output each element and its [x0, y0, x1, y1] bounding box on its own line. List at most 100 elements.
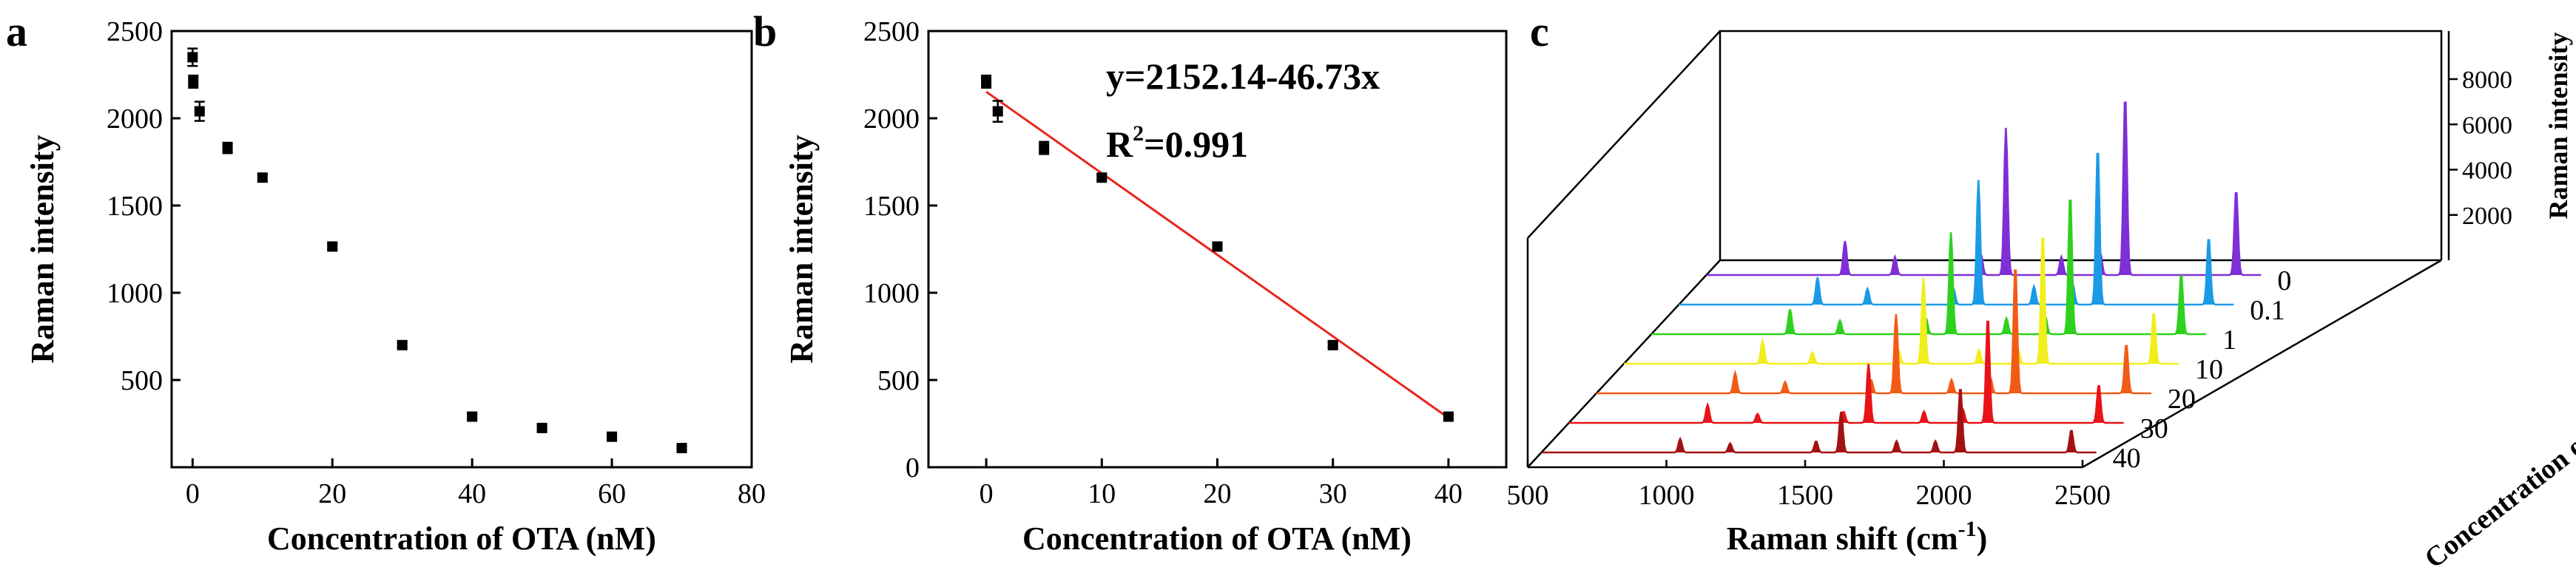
panel-c-xlabel: Raman shift (cm-1): [1727, 517, 1988, 557]
panel-c-ylabel: Raman intensity: [2543, 32, 2573, 219]
spectrum-line: [1541, 389, 2097, 454]
y-tick-label: 1500: [863, 191, 920, 222]
data-point: [222, 141, 233, 155]
z-tick-label: 10: [2195, 354, 2223, 385]
x-tick-label: 0: [980, 478, 994, 509]
fit-r2: R2=0.991: [1106, 121, 1248, 165]
x-tick-label: 1500: [1777, 480, 1833, 511]
data-point: [1096, 172, 1107, 183]
r2-value: =0.991: [1144, 123, 1248, 165]
spectrum-0.1: [1679, 152, 2234, 306]
panel-c-xlabel-end: ): [1977, 520, 1988, 557]
spectrum-fill: [1706, 102, 2262, 275]
x-tick-label: 40: [458, 478, 486, 509]
panel-c-letter: c: [1530, 7, 1549, 55]
y-tick-label: 1000: [107, 278, 163, 309]
panel-b-ylabel: Raman intensity: [783, 135, 820, 363]
panel-c-xlabel-main: Raman shift (cm: [1727, 520, 1958, 557]
data-point: [1039, 140, 1050, 155]
spectrum-10: [1624, 237, 2179, 365]
data-point: [187, 47, 198, 67]
spectrum-line: [1706, 101, 2262, 276]
x-tick-label: 20: [1204, 478, 1232, 509]
spectrum-fill: [1541, 390, 2097, 452]
marker: [1327, 339, 1338, 350]
data-point: [676, 443, 687, 454]
x-tick-label: 40: [1434, 478, 1463, 509]
spectrum-line: [1596, 269, 2151, 395]
y-tick-label: 2000: [2462, 203, 2512, 230]
x-tick-label: 2500: [2054, 480, 2111, 511]
back-wall: [1719, 30, 2443, 260]
data-point: [194, 101, 205, 122]
data-point: [536, 422, 547, 433]
marker: [188, 76, 199, 87]
x-tick-label: 500: [1507, 480, 1549, 511]
data-point: [981, 74, 992, 89]
panel-a-xlabel: Concentration of OTA (nM): [267, 520, 656, 557]
marker: [1443, 411, 1454, 422]
y-tick-label: 1500: [107, 191, 163, 222]
panel-a: 0 20 40 60 80 500 1000 1500 2000 2500 Concentrati…: [24, 16, 766, 557]
spectrum-line: [1568, 320, 2124, 424]
data-point: [188, 74, 199, 89]
panel-a-ylabel: Raman intensity: [24, 135, 61, 363]
spectrum-30: [1568, 320, 2124, 424]
panel-b-xlabel: Concentration of OTA (nM): [1022, 520, 1412, 557]
data-point: [1443, 411, 1454, 422]
z-axis: [2082, 259, 2442, 469]
spectrum-fill: [1679, 154, 2234, 305]
data-point: [607, 431, 618, 442]
x-tick-label: 80: [738, 478, 766, 509]
z-tick-label: 20: [2168, 384, 2196, 415]
spectrum-line: [1679, 152, 2234, 306]
panel-a-letter: a: [6, 7, 27, 55]
data-point: [397, 339, 408, 350]
left-wall-top: [1527, 30, 1721, 239]
marker: [397, 339, 408, 350]
data-point: [1212, 241, 1223, 252]
panel-c-zlabel: Concentration of OTA(nM): [2419, 347, 2576, 574]
spectrum-0: [1706, 101, 2262, 276]
x-tick-label: 2000: [1916, 480, 1972, 511]
y-tick-label: 500: [121, 365, 163, 396]
marker: [1096, 172, 1107, 183]
x-tick-label: 60: [598, 478, 626, 509]
data-point: [327, 241, 338, 252]
y-tick-label: 4000: [2462, 157, 2512, 185]
marker: [607, 431, 618, 442]
r2-letter: R: [1106, 123, 1133, 165]
x-tick-label: 20: [318, 478, 346, 509]
marker: [536, 422, 547, 433]
y-tick-label: 0: [906, 452, 920, 483]
panel-c-xlabel-sup: -1: [1958, 517, 1977, 541]
marker: [327, 241, 338, 252]
y-tick-label: 2000: [863, 104, 920, 135]
data-point: [467, 411, 478, 422]
spectrum-40: [1541, 389, 2097, 454]
x-tick-label: 1000: [1639, 480, 1695, 511]
z-tick-label: 40: [2113, 443, 2141, 474]
fit-equation: y=2152.14-46.73x: [1106, 55, 1380, 97]
spectrum-20: [1596, 269, 2151, 395]
spectrum-line: [1651, 200, 2207, 336]
marker: [194, 106, 205, 117]
fit-line: [985, 90, 1449, 419]
spectrum-line: [1624, 237, 2179, 365]
y-tick-label: 6000: [2462, 112, 2512, 139]
x-tick-label: 0: [186, 478, 200, 509]
y-tick-label: 2000: [107, 104, 163, 135]
data-point: [1327, 339, 1338, 350]
y-tick-label: 2500: [863, 16, 920, 47]
marker: [1039, 143, 1050, 154]
y-tick-label: 2500: [107, 16, 163, 47]
marker: [992, 106, 1003, 117]
marker: [222, 143, 233, 154]
panel-a-frame: [170, 30, 753, 469]
marker: [257, 172, 268, 183]
spectrum-1: [1651, 200, 2207, 336]
z-tick-label: 30: [2140, 413, 2168, 444]
z-tick-label: 1: [2222, 325, 2236, 356]
y-tick-label: 500: [877, 365, 920, 396]
